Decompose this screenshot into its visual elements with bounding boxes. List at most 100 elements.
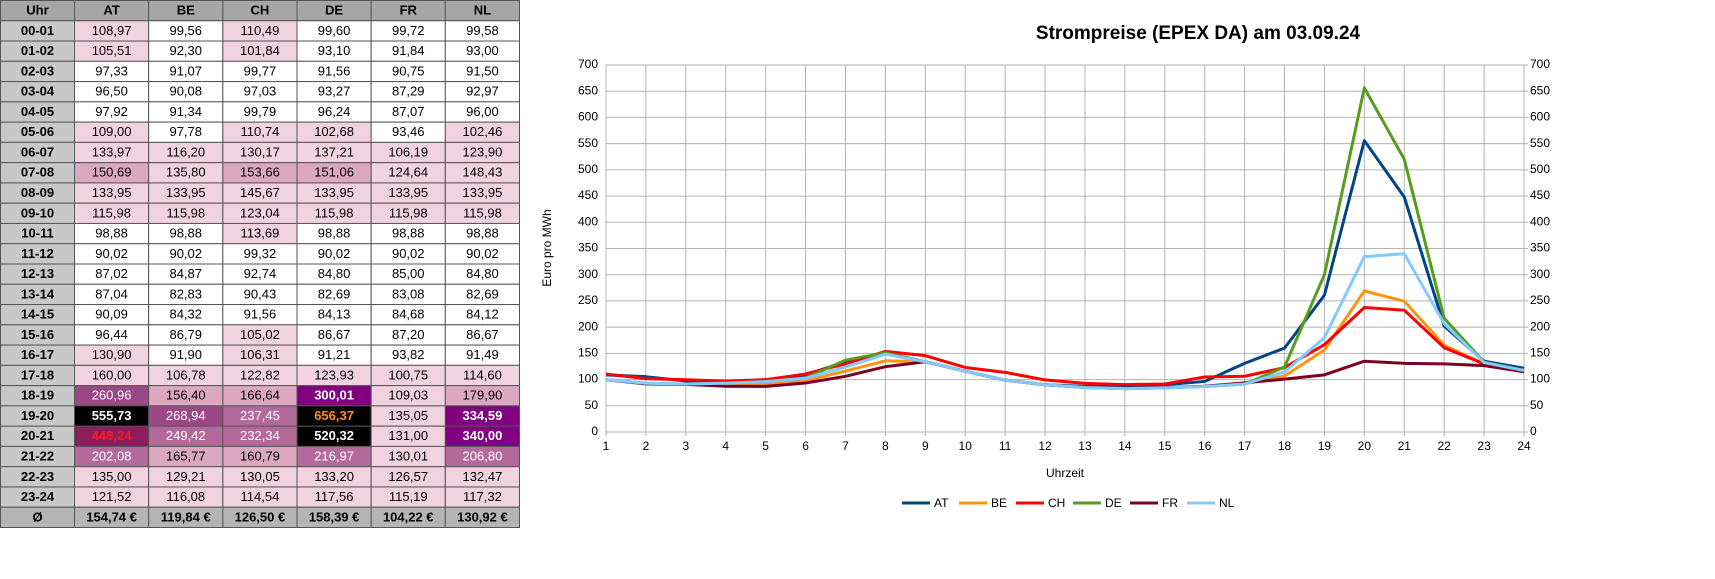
cell-text: 166,64 [240,388,280,403]
cell-text: 02-03 [21,63,54,78]
cell-text: 260,96 [92,388,132,403]
y2-tick-label: 350 [1530,241,1550,255]
cell-text: 17-18 [21,367,54,382]
cell-text: DE [325,3,343,18]
cell-text: 97,78 [169,124,202,139]
cell-text: 133,95 [463,185,503,200]
y-tick-label: 650 [578,83,598,97]
legend-label: NL [1219,496,1235,510]
x-tick-label: 18 [1278,439,1292,453]
cell-text: 104,22 € [383,509,434,524]
cell-text: 123,90 [463,144,503,159]
cell-text: 115,98 [92,205,131,220]
cell-text: 99,72 [392,23,425,38]
legend-label: DE [1105,496,1122,510]
cell-text: 91,50 [466,63,499,78]
cell-text: 105,02 [240,327,280,342]
cell-text: 116,20 [166,144,205,159]
cell-text: 84,87 [169,266,202,281]
x-tick-label: 20 [1358,439,1372,453]
cell-text: 99,60 [318,23,351,38]
cell-text: 133,97 [92,144,132,159]
x-tick-label: 10 [959,439,973,453]
cell-text: 91,07 [169,63,202,78]
x-axis-label: Uhrzeit [1046,466,1085,480]
cell-text: 96,44 [95,327,128,342]
cell-text: 555,73 [92,408,132,423]
y-tick-label: 250 [578,293,598,307]
cell-text: 04-05 [21,104,54,119]
cell-text: 93,10 [318,43,351,58]
cell-text: 90,43 [244,286,277,301]
cell-text: 108,97 [92,23,132,38]
cell-text: 91,21 [318,347,351,362]
cell-text: 03-04 [21,84,55,99]
legend-label: AT [934,496,949,510]
cell-text: 520,32 [314,428,354,443]
x-tick-label: 16 [1198,439,1212,453]
cell-text: 135,00 [92,469,132,484]
cell-text: 133,95 [314,185,354,200]
cell-text: 106,31 [240,347,280,362]
cell-text: 98,88 [466,226,499,241]
y-tick-label: 50 [585,398,599,412]
cell-text: 153,66 [240,165,280,180]
cell-text: 84,80 [318,266,351,281]
cell-text: Uhr [26,3,48,18]
cell-text: 96,50 [95,84,128,99]
y2-tick-label: 500 [1530,162,1550,176]
series-line [605,252,1525,391]
cell-text: 97,33 [95,63,128,78]
cell-text: 16-17 [21,347,54,362]
x-tick-label: 22 [1437,439,1451,453]
cell-text: 07-08 [21,165,54,180]
cell-text: 91,49 [466,347,499,362]
chart-title: Strompreise (EPEX DA) am 03.09.24 [1036,23,1361,44]
cell-text: 93,00 [466,43,499,58]
cell-text: 87,04 [95,286,128,301]
cell-text: 08-09 [21,185,54,200]
cell-text: 92,74 [244,266,277,281]
cell-text: 90,08 [169,84,202,99]
cell-text: 10-11 [21,226,54,241]
x-tick-label: 5 [762,439,769,453]
cell-text: 129,21 [166,469,206,484]
y2-tick-label: 700 [1530,57,1550,71]
x-tick-label: 15 [1158,439,1172,453]
cell-text: 117,32 [463,489,502,504]
y2-tick-label: 600 [1530,110,1550,124]
cell-text: 97,92 [95,104,128,119]
cell-text: 133,95 [92,185,132,200]
cell-text: 86,67 [318,327,351,342]
cell-text: 133,20 [314,469,354,484]
y2-tick-label: 100 [1530,372,1550,386]
cell-text: 232,34 [240,428,280,443]
x-tick-label: 4 [722,439,729,453]
cell-text: 87,20 [392,327,425,342]
x-tick-label: 14 [1118,439,1132,453]
cell-text: 82,69 [466,286,499,301]
cell-text: 216,97 [314,448,354,463]
cell-text: 09-10 [21,205,54,220]
cell-text: 90,09 [95,307,128,322]
cell-text: 96,00 [466,104,499,119]
cell-text: 98,88 [169,226,202,241]
cell-text: 99,79 [244,104,277,119]
cell-text: 113,69 [241,226,280,241]
cell-text: 90,02 [95,246,128,261]
cell-text: 130,90 [92,347,132,362]
cell-text: 102,68 [314,124,354,139]
plot-frame [605,64,1525,433]
cell-text: 115,98 [166,205,205,220]
y2-tick-label: 50 [1530,398,1544,412]
cell-text: 87,29 [392,84,425,99]
cell-text: 123,93 [314,367,354,382]
cell-text: 115,98 [315,205,354,220]
y-tick-label: 550 [578,136,598,150]
cell-text: 84,32 [169,307,202,322]
cell-text: 117,56 [315,489,354,504]
series-line [605,289,1525,391]
cell-text: BE [177,3,195,18]
cell-text: 150,69 [92,165,132,180]
cell-text: 151,06 [314,165,354,180]
